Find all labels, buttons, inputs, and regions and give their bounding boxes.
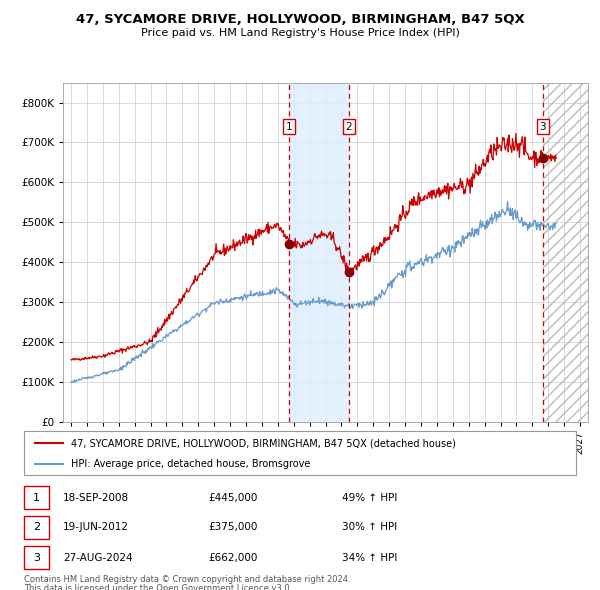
Text: 49% ↑ HPI: 49% ↑ HPI (342, 493, 397, 503)
Text: 18-SEP-2008: 18-SEP-2008 (63, 493, 129, 503)
Text: £375,000: £375,000 (208, 522, 257, 532)
Bar (24, 546, 49, 569)
Text: This data is licensed under the Open Government Licence v3.0.: This data is licensed under the Open Gov… (24, 584, 292, 590)
Text: 47, SYCAMORE DRIVE, HOLLYWOOD, BIRMINGHAM, B47 5QX: 47, SYCAMORE DRIVE, HOLLYWOOD, BIRMINGHA… (76, 13, 524, 26)
Text: Price paid vs. HM Land Registry's House Price Index (HPI): Price paid vs. HM Land Registry's House … (140, 28, 460, 38)
Text: 34% ↑ HPI: 34% ↑ HPI (342, 553, 397, 563)
Text: 3: 3 (539, 122, 546, 132)
Bar (289, 83, 349, 422)
Text: HPI: Average price, detached house, Bromsgrove: HPI: Average price, detached house, Brom… (71, 459, 310, 469)
Text: 2: 2 (33, 522, 40, 532)
Text: 19-JUN-2012: 19-JUN-2012 (63, 522, 129, 532)
Text: 47, SYCAMORE DRIVE, HOLLYWOOD, BIRMINGHAM, B47 5QX (detached house): 47, SYCAMORE DRIVE, HOLLYWOOD, BIRMINGHA… (71, 438, 456, 448)
Text: 30% ↑ HPI: 30% ↑ HPI (342, 522, 397, 532)
Text: 27-AUG-2024: 27-AUG-2024 (63, 553, 133, 563)
Text: Contains HM Land Registry data © Crown copyright and database right 2024.: Contains HM Land Registry data © Crown c… (24, 575, 350, 584)
Bar (24, 516, 49, 539)
Text: 2: 2 (346, 122, 352, 132)
Text: 3: 3 (33, 553, 40, 563)
Bar (542, 83, 588, 422)
Bar (24, 486, 49, 509)
Text: 1: 1 (33, 493, 40, 503)
Text: £445,000: £445,000 (208, 493, 257, 503)
Text: 1: 1 (286, 122, 293, 132)
Text: £662,000: £662,000 (208, 553, 257, 563)
